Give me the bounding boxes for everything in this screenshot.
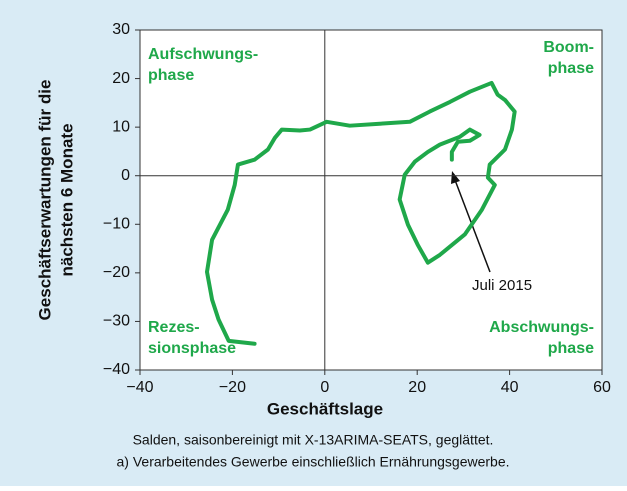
quadrant-label: Rezes- <box>148 319 200 336</box>
y-tick-label: 10 <box>112 118 130 135</box>
x-tick-label: 60 <box>593 379 611 396</box>
y-tick-label: 20 <box>112 70 130 87</box>
y-axis-label: nächsten 6 Monate <box>57 123 76 276</box>
x-tick-label: −20 <box>219 379 246 396</box>
caption: a) Verarbeitendes Gewerbe einschließlich… <box>117 454 510 470</box>
x-tick-label: 40 <box>501 379 519 396</box>
y-tick-label: −20 <box>103 264 130 281</box>
x-tick-label: 0 <box>320 379 329 396</box>
quadrant-label: Boom- <box>543 39 594 56</box>
quadrant-label: phase <box>548 340 594 357</box>
x-tick-label: −40 <box>126 379 153 396</box>
caption: Salden, saisonbereinigt mit X-13ARIMA-SE… <box>133 432 494 448</box>
y-tick-label: −30 <box>103 313 130 330</box>
annotation: Juli 2015 <box>472 277 532 294</box>
y-tick-label: 30 <box>112 21 130 38</box>
quadrant-label: Aufschwungs- <box>148 46 258 63</box>
x-axis-label: Geschäftslage <box>267 399 383 418</box>
quadrant-label: Abschwungs- <box>489 319 594 336</box>
y-axis-label: Geschäftserwartungen für die <box>35 80 54 321</box>
y-tick-label: −10 <box>103 216 130 233</box>
y-tick-label: 0 <box>121 167 130 184</box>
quadrant-label: sionsphase <box>148 340 236 357</box>
x-tick-label: 20 <box>408 379 426 396</box>
arrow-head <box>451 171 460 184</box>
y-tick-label: −40 <box>103 361 130 378</box>
quadrant-label: phase <box>148 67 194 84</box>
series-line <box>204 80 517 346</box>
quadrant-label: phase <box>548 60 594 77</box>
